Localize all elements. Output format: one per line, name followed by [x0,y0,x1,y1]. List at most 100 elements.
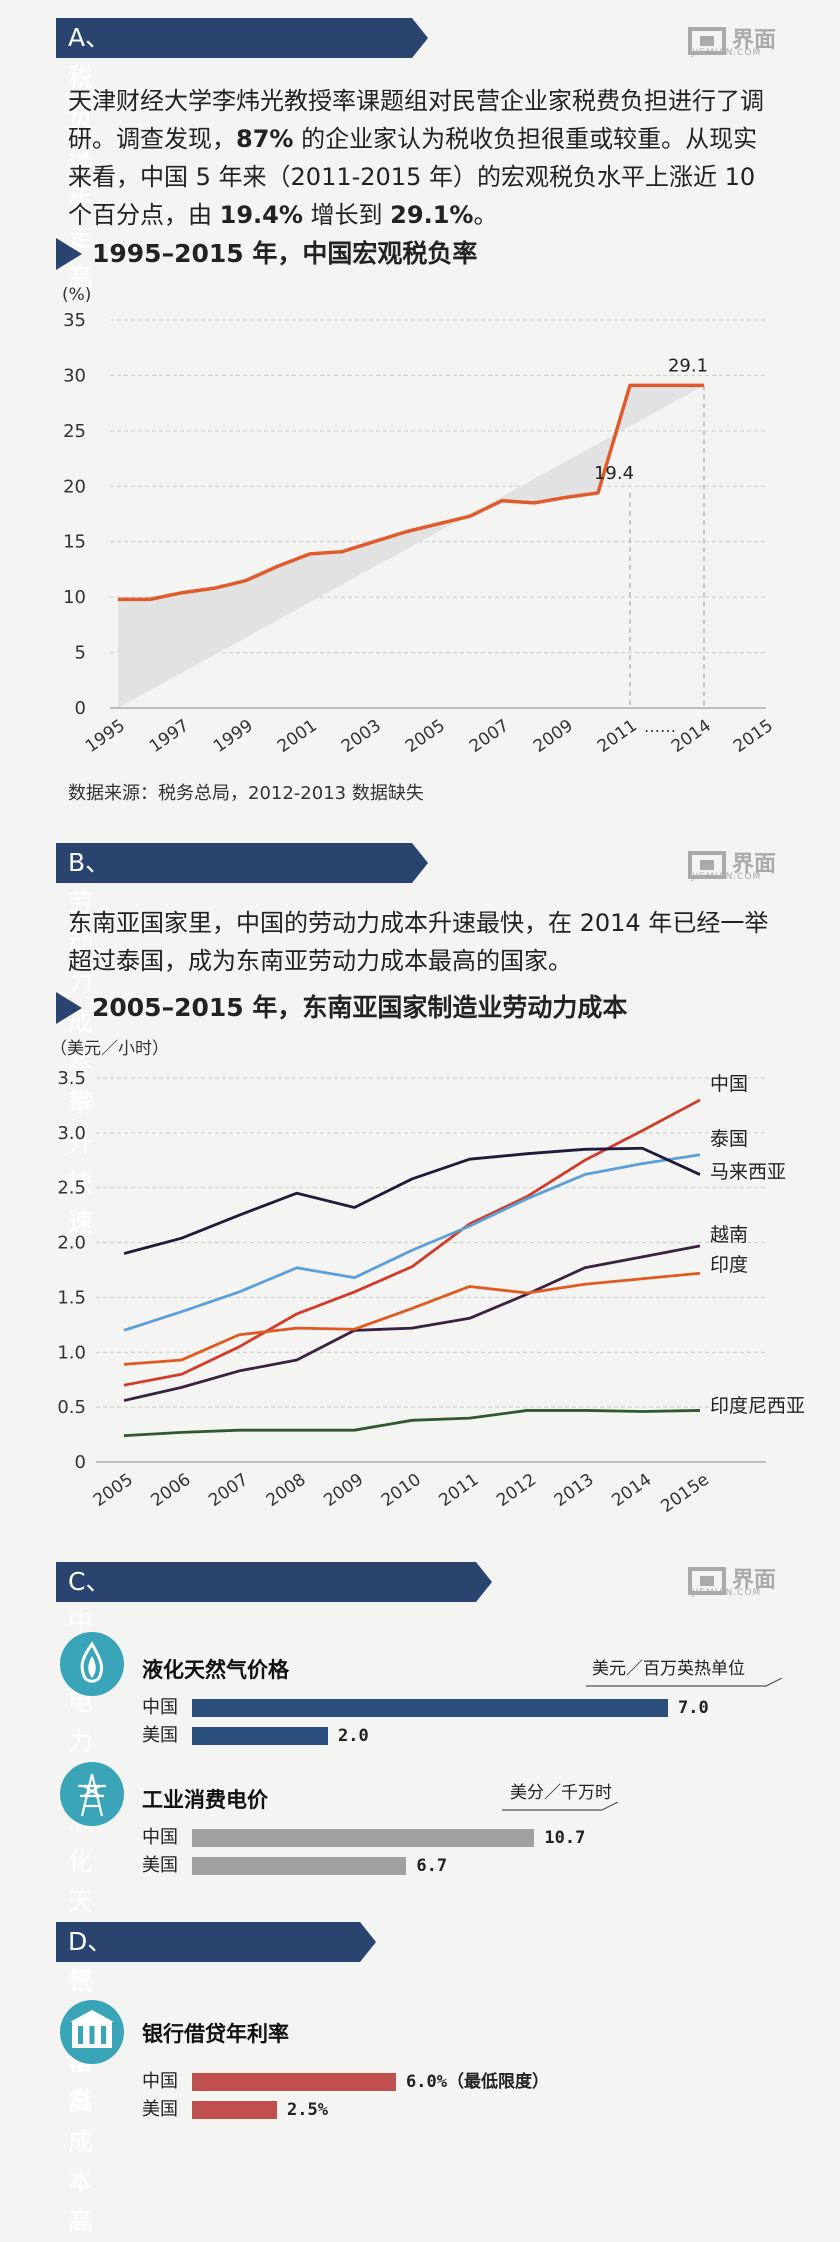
para-a-29pct: 29.1% [390,201,474,229]
series-label: 中国 [710,1073,748,1095]
lng-row-usa: 美国 2.0 [142,1724,782,1748]
row-label: 美国 [142,2099,178,2120]
x-tick-label: 2007 [466,716,513,757]
x-tick-label: 2010 [378,1470,425,1511]
power-value-usa: 6.7 [416,1856,448,1876]
y-tick-label: 2.0 [57,1233,86,1254]
loan-row-usa: 美国 2.5% [142,2098,782,2122]
loan-value-usa: 2.5% [287,2100,328,2120]
loan-bar-usa [192,2101,277,2119]
bank-icon [60,2000,124,2064]
data-label: 19.4 [594,463,634,484]
lng-value-china: 7.0 [678,1698,709,1718]
y-tick-label: 3.0 [57,1123,86,1144]
labor-chart-title-text: 2005–2015 年，东南亚国家制造业劳动力成本 [92,993,628,1022]
y-tick-label: 0 [75,1452,86,1473]
power-title: 工业消费电价 [142,1788,268,1812]
para-a-part5: 增长到 [302,201,391,229]
section-a-title: A、税负逐年走高 [68,23,111,292]
section-a-paragraph: 天津财经大学李炜光教授率课题组对民营企业家税费负担进行了调研。调查发现，87% … [68,82,778,234]
power-bar-usa [192,1857,407,1875]
lng-value-usa: 2.0 [338,1726,369,1746]
logo-text: 界面 [732,28,777,53]
lng-bar-usa [192,1727,328,1745]
x-tick-label: 2012 [493,1470,540,1511]
row-label: 美国 [142,1725,178,1746]
series-label: 印度 [710,1254,748,1276]
lng-unit-underline [586,1678,783,1687]
lng-row-china: 中国 7.0 [142,1696,782,1720]
x-tick-label: 2009 [530,716,577,757]
y-tick-label: 1.0 [57,1342,86,1363]
x-tick-label: 2009 [320,1470,367,1511]
x-tick-label: 1999 [210,716,257,757]
x-tick-label: 2001 [274,716,321,757]
header-banner-shape [56,18,428,58]
lng-bar-china [192,1699,668,1717]
y-tick-label: 5 [75,643,86,664]
y-tick-label: 25 [63,421,86,442]
series-line [123,1153,701,1332]
x-tick-label: 2005 [402,716,449,757]
power-row-china: 中国 10.7 [142,1826,782,1850]
series-line [123,1146,701,1255]
logo-text: 界面 [732,852,777,877]
tax-source-note: 数据来源：税务总局，2012-2013 数据缺失 [68,783,424,804]
series-line [123,1244,701,1402]
power-unit-underline [502,1802,619,1811]
x-tick-label: 2011 [436,1470,483,1511]
x-tick-label: 2015 [730,716,777,757]
logo-mark-icon [688,851,726,879]
jiemian-logo: 界面 JIEMIAN.COM [688,24,778,64]
section-b-paragraph: 东南亚国家里，中国的劳动力成本升速最快，在 2014 年已经一举超过泰国，成为东… [68,909,769,975]
section-b-title: B、劳动力成本攀升快速 [68,848,111,1237]
lng-title: 液化天然气价格 [142,1658,289,1682]
tax-chart-title-text: 1995–2015 年，中国宏观税负率 [92,239,478,268]
series-label: 泰国 [710,1128,748,1150]
jiemian-logo: 界面 JIEMIAN.COM [688,1564,778,1604]
power-bar-china [192,1829,535,1847]
lng-unit: 美元／百万英热单位 [592,1659,745,1679]
power-value-china: 10.7 [544,1828,586,1848]
series-label: 马来西亚 [710,1161,786,1183]
para-a-19pct: 19.4% [219,201,303,229]
logo-en-text: JIEMIAN.COM [692,1588,762,1598]
x-tick-label: 1997 [146,716,193,757]
loan-value-china: 6.0%（最低限度） [406,2072,549,2092]
series-label: 印度尼西亚 [710,1395,805,1417]
x-tick-label: 1995 [82,716,129,757]
y-tick-label: 10 [63,587,86,608]
para-a-part3: 的企业家认为税收负担很重或较重。从现实来看，中国 5 年来（2011-2015 … [68,125,758,229]
series-label: 越南 [710,1224,748,1246]
row-label: 中国 [142,2071,178,2092]
x-tick-label: 2014 [608,1470,655,1511]
tax-rate-chart: (%) 0 5 10 15 20 25 30 35 19.4 29.1 1995 1997 1999 200… [62,285,777,757]
loan-rate-block: 银行借贷年利率 中国 6.0%（最低限度） 美国 2.5% [56,2000,786,2130]
x-tick-label: 2011 [594,716,641,757]
y-tick-label: 0.5 [57,1397,86,1418]
logo-en-text: JIEMIAN.COM [692,872,762,882]
series-line [123,1098,701,1387]
logo-en-text: JIEMIAN.COM [692,48,762,58]
triangle-icon [56,238,82,270]
y-tick-label: 35 [63,310,86,331]
y-axis-label: （美元／小时） [50,1039,169,1059]
header-banner-shape [56,1562,492,1602]
power-row-usa: 美国 6.7 [142,1854,782,1878]
power-price-block: 工业消费电价 美分／千万时 中国 10.7 美国 6.7 [56,1762,786,1892]
logo-mark-icon [688,27,726,55]
y-tick-label: 0 [75,698,86,719]
row-label: 美国 [142,1855,178,1876]
x-tick-label: 2013 [551,1470,598,1511]
header-banner-shape [56,843,428,883]
x-tick-label: 2003 [338,716,385,757]
loan-title: 银行借贷年利率 [142,2022,289,2046]
y-tick-label: 15 [63,532,86,553]
y-axis-label: (%) [62,285,91,305]
y-tick-label: 30 [63,365,86,386]
loan-row-china: 中国 6.0%（最低限度） [142,2070,782,2094]
data-label: 29.1 [668,355,708,376]
logo-mark-icon [688,1567,726,1595]
y-tick-label: 20 [63,476,86,497]
